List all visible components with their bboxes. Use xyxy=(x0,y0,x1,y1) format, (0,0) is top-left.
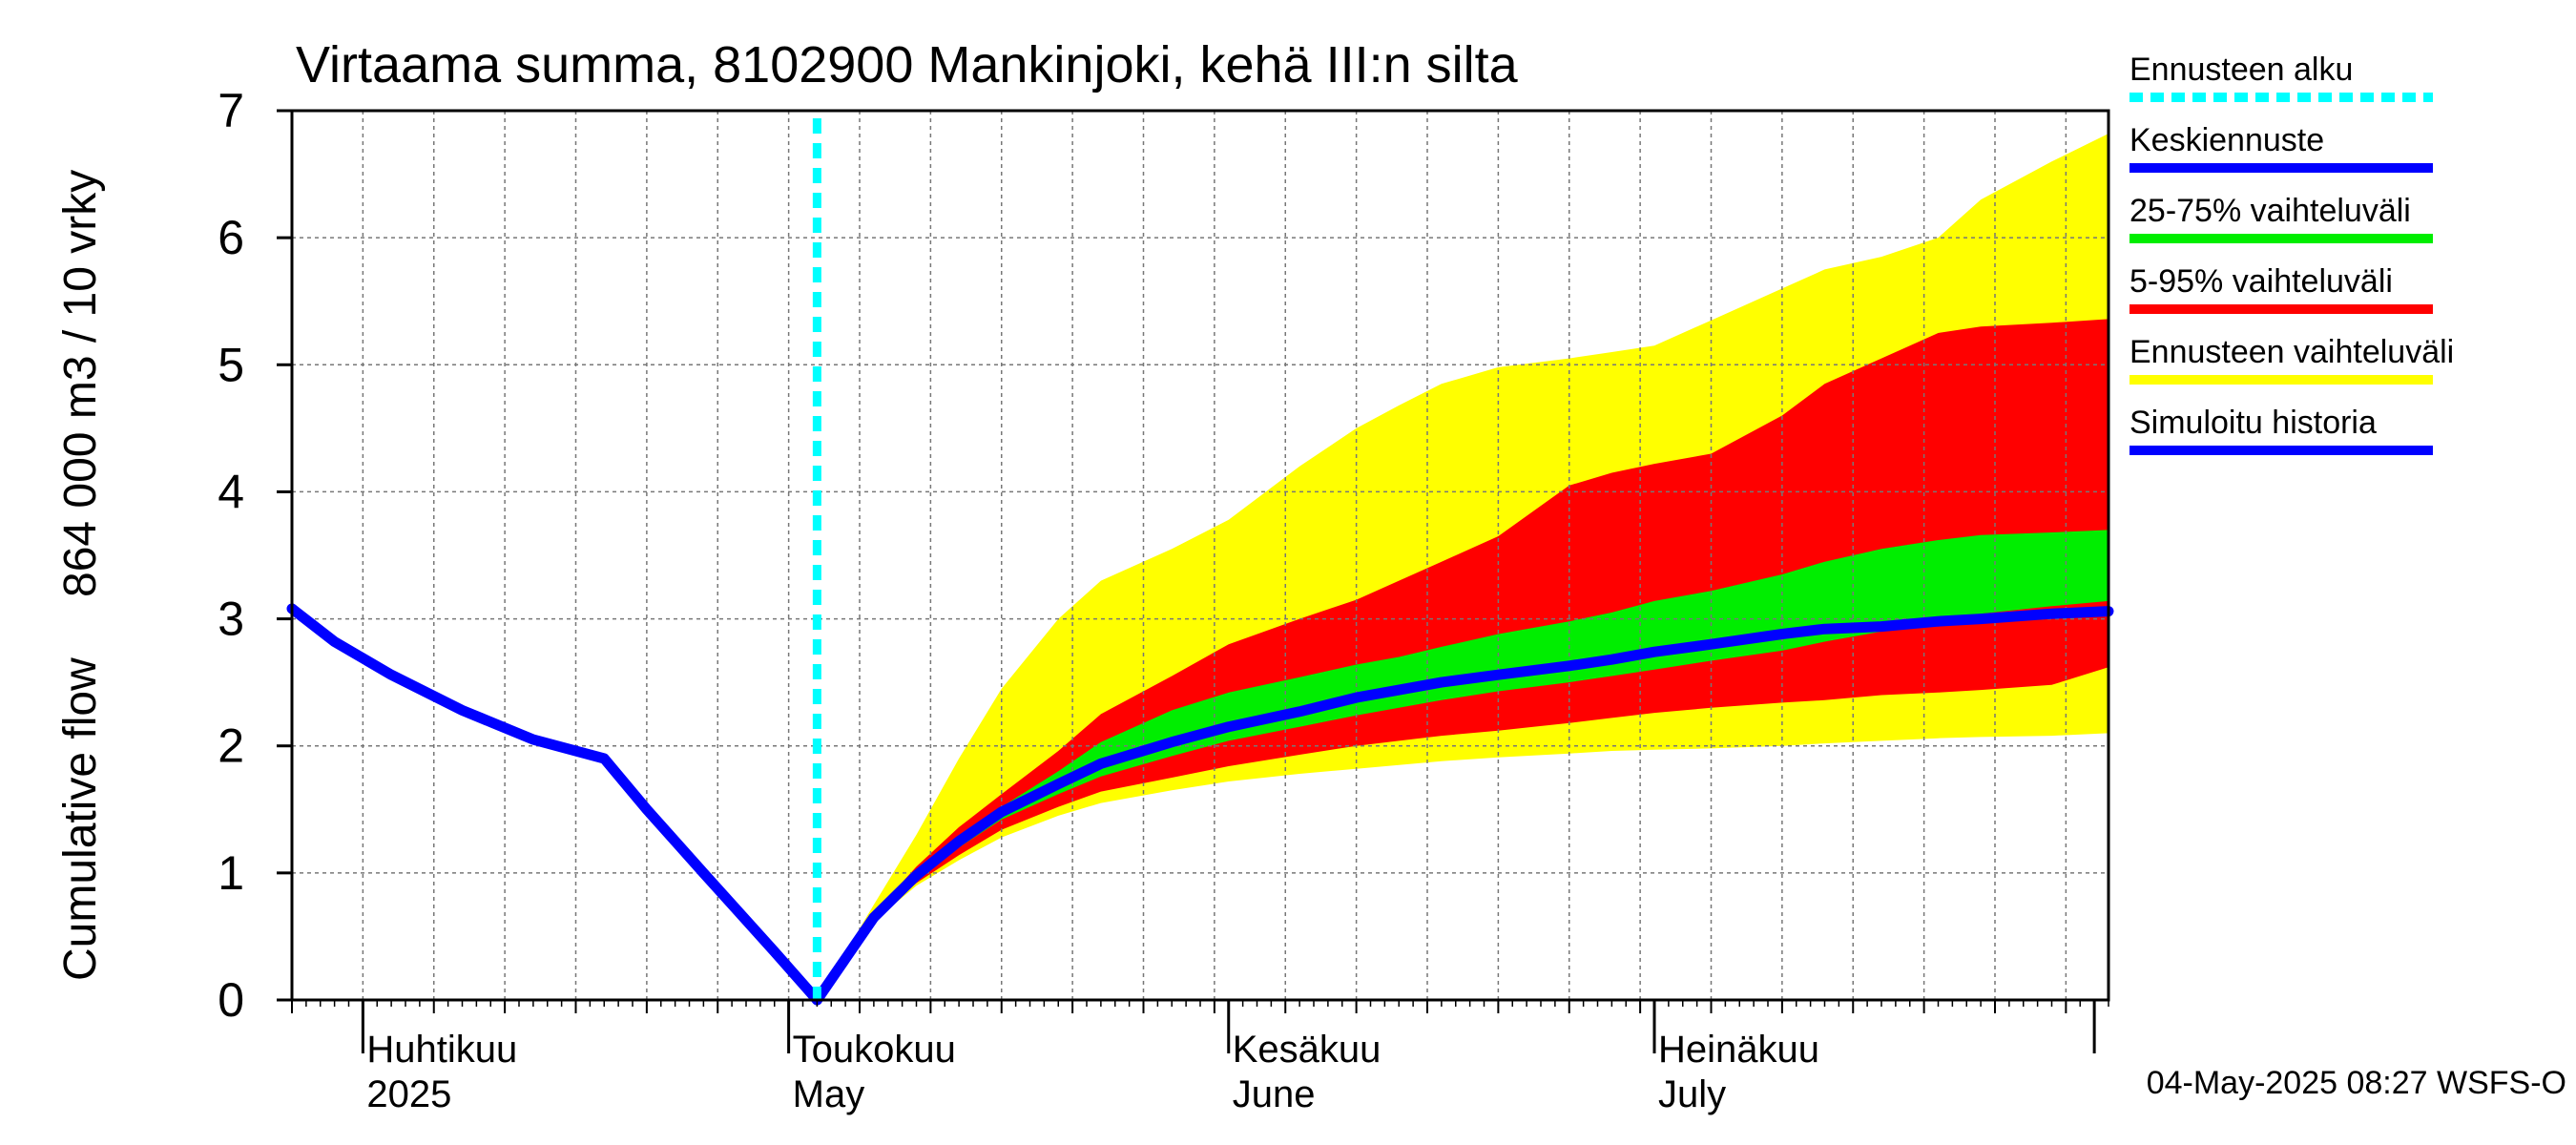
legend-label: Keskiennuste xyxy=(2129,122,2324,158)
forecast-bands xyxy=(817,134,2109,1000)
legend-label: 25-75% vaihteluväli xyxy=(2129,193,2411,229)
x-month-sublabel: June xyxy=(1233,1073,1316,1115)
y-tick-label: 2 xyxy=(218,719,244,773)
chart-title: Virtaama summa, 8102900 Mankinjoki, kehä… xyxy=(296,36,1519,94)
x-month-sublabel: May xyxy=(793,1073,865,1115)
x-month-sublabel: 2025 xyxy=(366,1073,451,1115)
y-tick-label: 0 xyxy=(218,973,244,1027)
y-axis-label-unit: 864 000 m3 / 10 vrky xyxy=(55,170,106,597)
grid xyxy=(292,111,2109,1000)
y-tick-label: 6 xyxy=(218,211,244,264)
legend: Ennusteen alku Keskiennuste 25-75% vaihtel… xyxy=(2129,52,2454,455)
axes: 01234567Huhtikuu2025ToukokuuMayKesäkuuJu… xyxy=(218,84,2109,1115)
y-tick-label: 5 xyxy=(218,338,244,391)
history-line xyxy=(286,603,822,1006)
legend-label: Ennusteen vaihteluväli xyxy=(2129,334,2454,370)
band-25-75 xyxy=(817,530,2109,1000)
legend-label: 5-95% vaihteluväli xyxy=(2129,263,2393,300)
x-month-sublabel: July xyxy=(1658,1073,1726,1115)
x-month-label: Huhtikuu xyxy=(366,1029,517,1071)
y-tick-label: 4 xyxy=(218,465,244,518)
x-month-label: Kesäkuu xyxy=(1233,1029,1381,1071)
y-tick-label: 7 xyxy=(218,84,244,137)
series-lines xyxy=(286,118,2114,1006)
x-month-label: Heinäkuu xyxy=(1658,1029,1819,1071)
legend-label: Ennusteen alku xyxy=(2129,52,2353,88)
timestamp: 04-May-2025 08:27 WSFS-O xyxy=(2147,1065,2566,1101)
legend-label: Simuloitu historia xyxy=(2129,405,2377,441)
median-forecast-line xyxy=(811,606,2114,1006)
y-axis-label-primary: Cumulative flow xyxy=(55,657,106,981)
x-month-label: Toukokuu xyxy=(793,1029,956,1071)
y-tick-label: 1 xyxy=(218,846,244,900)
y-tick-label: 3 xyxy=(218,593,244,646)
